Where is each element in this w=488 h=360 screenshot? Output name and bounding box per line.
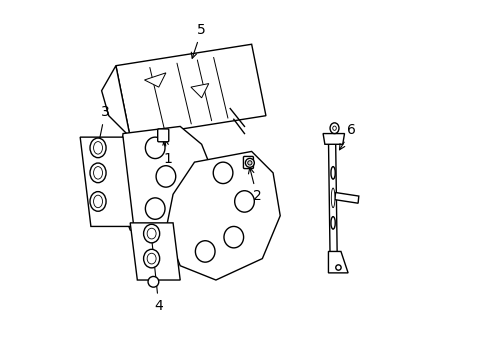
Ellipse shape: [147, 228, 156, 239]
Ellipse shape: [145, 198, 164, 219]
Polygon shape: [80, 137, 134, 226]
Ellipse shape: [234, 191, 254, 212]
Polygon shape: [334, 193, 358, 203]
Text: 2: 2: [248, 168, 261, 203]
Ellipse shape: [93, 141, 102, 154]
Ellipse shape: [145, 137, 164, 158]
Polygon shape: [328, 137, 337, 269]
Ellipse shape: [245, 158, 254, 167]
FancyBboxPatch shape: [243, 157, 253, 168]
Polygon shape: [144, 73, 165, 87]
Ellipse shape: [329, 123, 338, 134]
Polygon shape: [328, 251, 347, 273]
Ellipse shape: [143, 249, 160, 268]
Ellipse shape: [147, 253, 156, 264]
Text: 4: 4: [148, 225, 163, 313]
Polygon shape: [165, 152, 280, 280]
Text: 1: 1: [163, 139, 172, 166]
Ellipse shape: [148, 276, 159, 287]
Text: 3: 3: [95, 105, 109, 151]
Ellipse shape: [93, 195, 102, 208]
Ellipse shape: [330, 167, 335, 179]
Ellipse shape: [195, 241, 215, 262]
Ellipse shape: [90, 163, 106, 183]
Polygon shape: [119, 126, 216, 241]
Polygon shape: [190, 84, 208, 98]
Text: 5: 5: [191, 23, 205, 58]
Ellipse shape: [143, 224, 160, 243]
Polygon shape: [130, 223, 180, 280]
Ellipse shape: [90, 192, 106, 211]
Ellipse shape: [213, 162, 232, 184]
Text: 6: 6: [339, 123, 355, 150]
Ellipse shape: [332, 126, 336, 130]
Polygon shape: [102, 66, 130, 137]
Ellipse shape: [330, 217, 335, 229]
Ellipse shape: [247, 161, 251, 165]
FancyBboxPatch shape: [157, 129, 168, 142]
Ellipse shape: [331, 188, 334, 208]
Ellipse shape: [93, 167, 102, 179]
Ellipse shape: [335, 265, 341, 270]
Polygon shape: [323, 134, 344, 144]
Ellipse shape: [90, 138, 106, 158]
Ellipse shape: [156, 166, 175, 187]
Polygon shape: [116, 44, 265, 137]
Ellipse shape: [224, 226, 243, 248]
